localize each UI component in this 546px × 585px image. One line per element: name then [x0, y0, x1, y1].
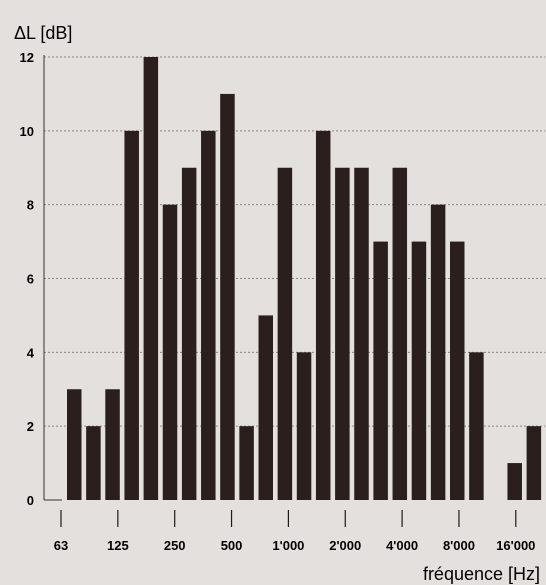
bar-5'000 — [411, 241, 427, 501]
x-tick-label: 500 — [221, 538, 243, 553]
y-tick-label: 4 — [27, 345, 35, 360]
x-tick-label: 8'000 — [443, 538, 475, 553]
y-tick-label: 0 — [27, 493, 34, 508]
x-tick-label: 4'000 — [386, 538, 418, 553]
x-tick-label: 250 — [164, 538, 186, 553]
x-tick-label: 125 — [107, 538, 129, 553]
x-tick-label: 63 — [54, 538, 68, 553]
y-tick-label: 6 — [27, 272, 34, 287]
bar-250 — [162, 204, 178, 500]
x-ticks: 63 125 250 500 1'000 2'000 4'000 8'000 16'000 — [54, 510, 535, 553]
bar-4'000 — [392, 167, 408, 500]
bar-160 — [124, 130, 139, 501]
bar-20'000 — [526, 426, 542, 500]
x-axis-label: fréquence [Hz] — [423, 564, 540, 584]
bar-2'500 — [354, 167, 369, 500]
x-tick-label: 2'000 — [329, 538, 361, 553]
bar-1'600 — [315, 130, 331, 501]
y-axis-label: ΔL [dB] — [14, 23, 72, 43]
bar-800 — [258, 315, 273, 500]
bar-2'000 — [335, 167, 350, 500]
y-tick-label: 2 — [27, 419, 34, 434]
bar-8'000 — [450, 241, 465, 501]
bar-100 — [86, 426, 101, 500]
bar-200 — [143, 57, 159, 500]
bar-16'000 — [507, 463, 522, 500]
y-tick-label: 8 — [27, 198, 34, 213]
x-tick-label: 1'000 — [272, 538, 304, 553]
bar-400 — [201, 130, 216, 501]
x-tick-label: 16'000 — [496, 538, 535, 553]
bar-3'150 — [373, 241, 388, 501]
y-tick-label: 10 — [20, 124, 34, 139]
bar-10'000 — [469, 352, 484, 500]
y-tick-label: 12 — [20, 50, 34, 65]
y-ticks: 0 2 4 6 8 10 12 — [20, 50, 35, 508]
bar-1'250 — [296, 352, 312, 500]
bar-1'000 — [277, 167, 293, 500]
bar-125 — [105, 389, 120, 500]
bars — [67, 57, 542, 501]
bar-630 — [239, 426, 254, 500]
bar-500 — [220, 93, 235, 501]
bar-80 — [67, 389, 82, 500]
bar-315 — [181, 167, 197, 500]
bar-6'300 — [430, 204, 446, 500]
